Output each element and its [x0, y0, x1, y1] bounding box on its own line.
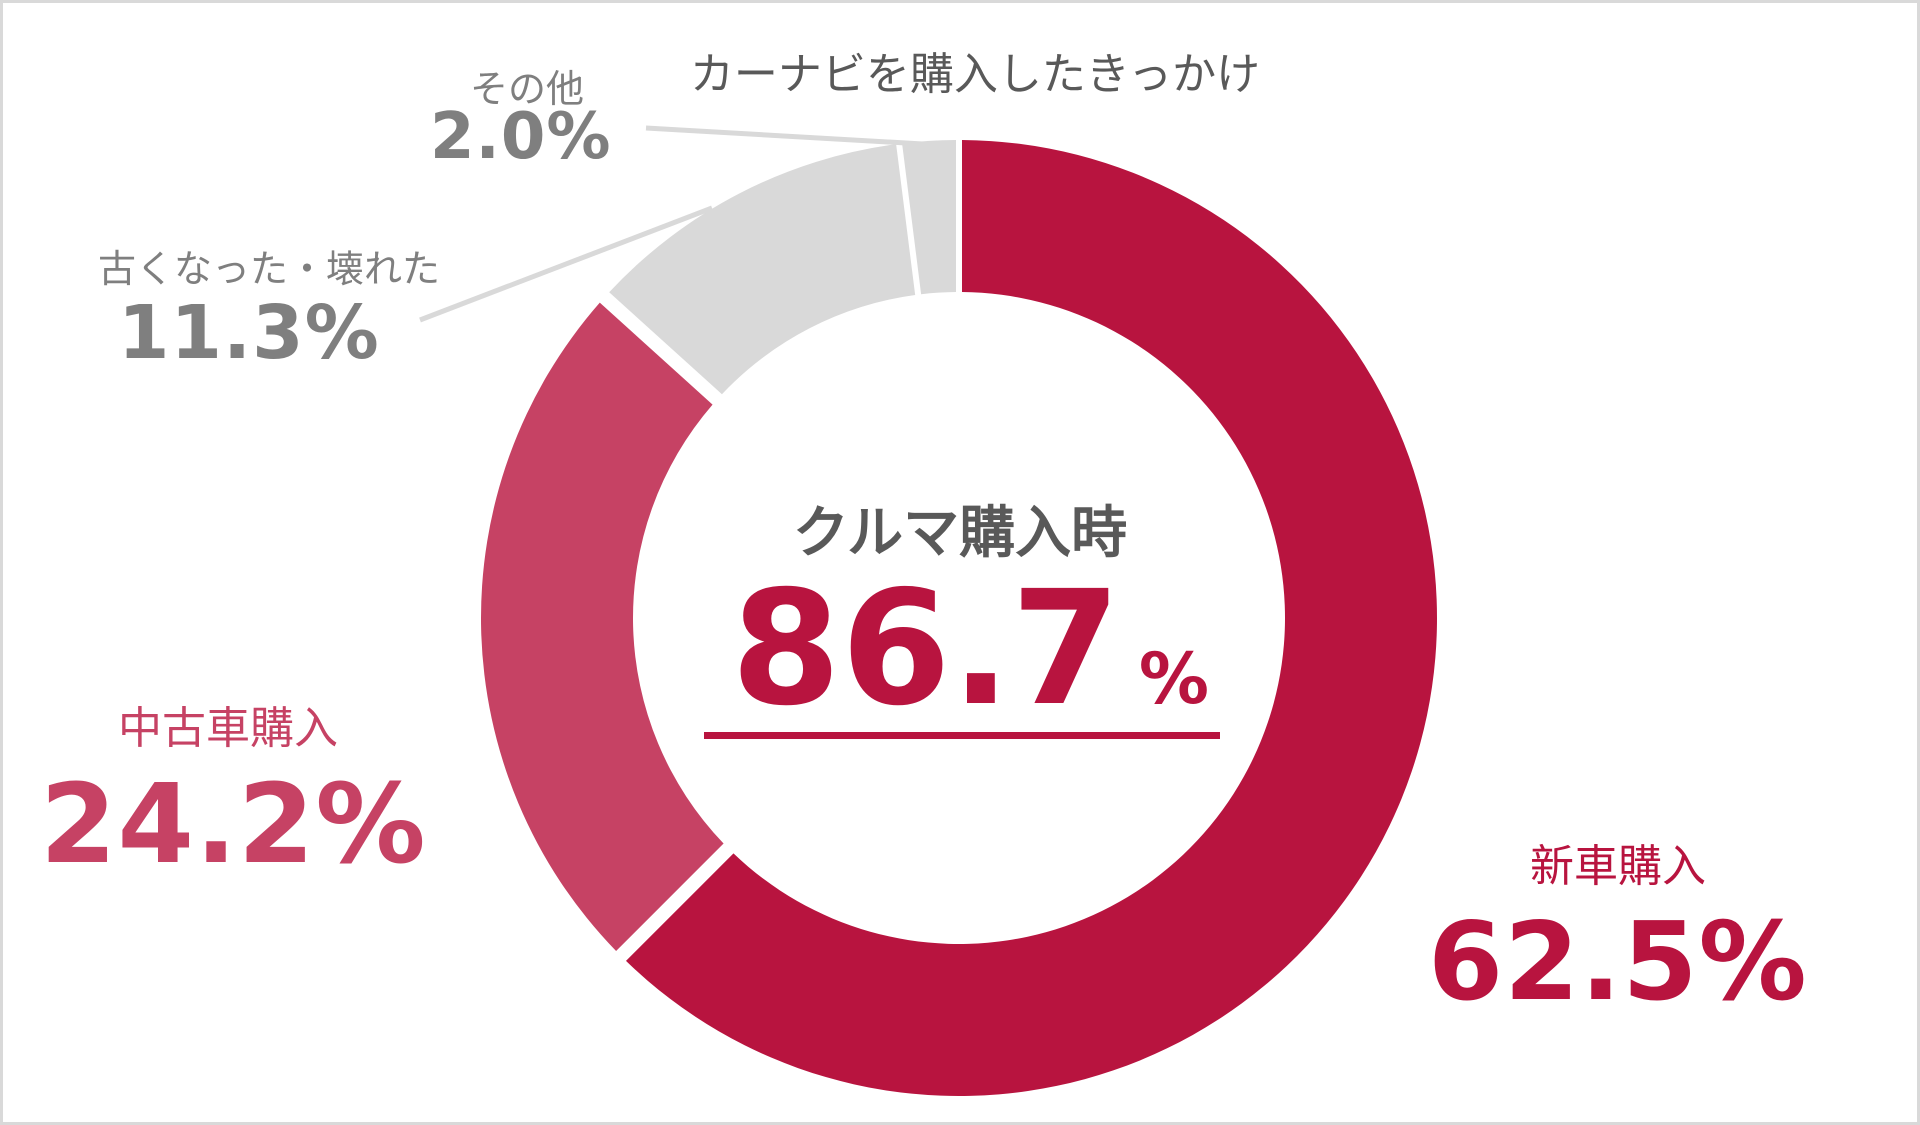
center-value-number: 86.7 [731, 557, 1121, 741]
leader-line-old-broken [419, 205, 713, 323]
segment-new-car [625, 140, 1438, 1097]
center-underline [704, 732, 1220, 739]
label-used-car-name: 中古車購入 [118, 703, 338, 754]
label-old-broken-name: 古くなった・壊れた [98, 247, 441, 291]
label-other-name: その他 [470, 67, 585, 111]
donut-segments [480, 140, 1438, 1097]
label-new-car-name: 新車購入 [1530, 841, 1706, 892]
leader-lines [419, 125, 941, 323]
label-used-car-value: 24.2% [40, 760, 427, 888]
segment-old-broken [609, 144, 916, 395]
center-value-unit: % [1138, 638, 1209, 720]
label-new-car-value: 62.5% [1428, 900, 1808, 1025]
chart-title: カーナビを購入したきっかけ [0, 38, 1920, 102]
center-value: 86.7% [700, 570, 1240, 728]
leader-line-other [645, 125, 941, 148]
center-label: クルマ購入時 [792, 501, 1128, 566]
segment-used-car [480, 302, 724, 952]
chart-title-text: カーナビを購入したきっかけ [689, 49, 1261, 100]
label-other-value: 2.0% [430, 100, 612, 174]
segment-other [902, 140, 957, 295]
label-old-broken-value: 11.3% [118, 290, 380, 376]
